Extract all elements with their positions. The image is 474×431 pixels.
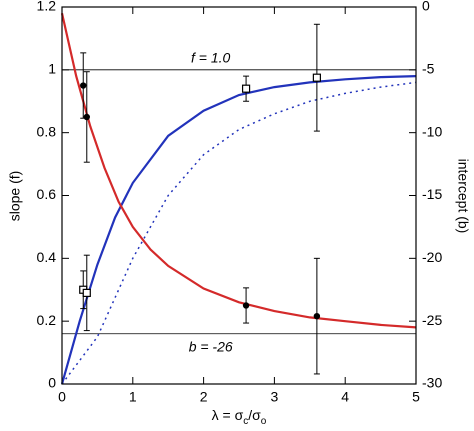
point	[313, 312, 321, 320]
curve	[60, 13, 417, 329]
curve	[61, 81, 417, 385]
y2-tick-label: -20	[422, 249, 442, 265]
plot-frame	[61, 6, 417, 385]
x-axis-label: λ = σc/σo	[212, 407, 267, 427]
y-tick-label: 1	[48, 61, 56, 77]
x-tick-label: 2	[200, 389, 208, 405]
x-tick-label: 5	[412, 389, 420, 405]
point	[82, 288, 91, 297]
point	[242, 302, 250, 309]
x-axis-label-part: /σ	[248, 407, 261, 423]
y-tick-label: 0	[48, 375, 56, 391]
annotation: f = 1.0	[191, 50, 231, 66]
curve	[60, 75, 417, 385]
point	[80, 82, 87, 89]
y2-axis-label: intercept (b)	[455, 159, 471, 234]
y-tick-label: 0.6	[37, 186, 57, 202]
x-tick-label: 3	[271, 389, 279, 405]
y-tick-label: 0.4	[37, 249, 57, 265]
y2-tick-label: -5	[422, 61, 435, 77]
point	[312, 73, 321, 82]
x-axis-label-part: λ = σ	[212, 407, 244, 423]
y2-tick-label: -25	[422, 312, 442, 328]
annotation: b = -26	[189, 338, 233, 354]
y2-tick-label: -15	[422, 186, 442, 202]
x-tick-label: 4	[341, 389, 349, 405]
point	[241, 84, 251, 93]
x-axis-label-part: o	[261, 416, 267, 427]
x-axis-label-part: c	[243, 416, 248, 427]
y-tick-label: 1.2	[37, 0, 57, 14]
x-tick-label: 1	[129, 389, 137, 405]
y-axis-label: slope (f)	[7, 171, 23, 222]
y2-tick-label: 0	[422, 0, 430, 14]
y-tick-label: 0.8	[37, 123, 57, 139]
y2-tick-label: -10	[422, 123, 442, 139]
x-tick-label: 0	[58, 389, 66, 405]
y-tick-label: 0.2	[37, 312, 57, 328]
point	[83, 113, 90, 121]
y2-tick-label: -30	[422, 375, 442, 391]
